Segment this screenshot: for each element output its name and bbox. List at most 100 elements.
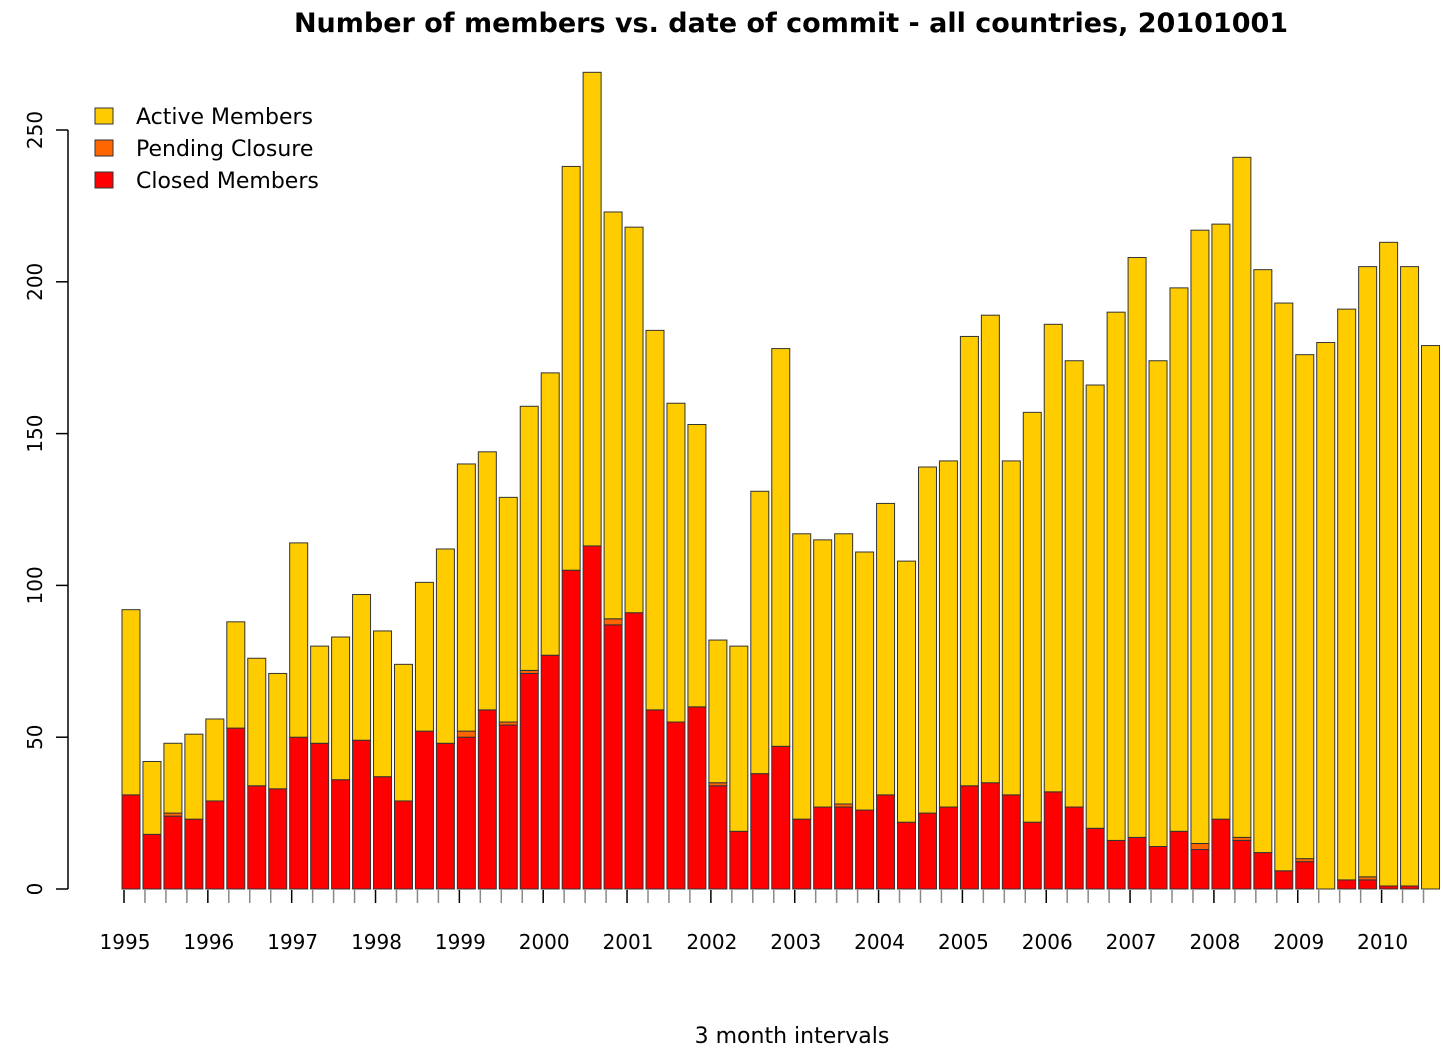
bar-closed-members — [435, 742, 455, 890]
bar-closed-members — [834, 806, 854, 890]
bar-stack — [750, 490, 770, 890]
bar-active-members — [1253, 269, 1273, 854]
bar-active-members — [1085, 384, 1105, 829]
x-tick-label: 2005 — [938, 930, 989, 954]
bar-stack — [1001, 460, 1021, 890]
bar-closed-members — [1022, 821, 1042, 890]
bar-active-members — [289, 542, 309, 738]
bar-active-members — [582, 71, 602, 547]
bar-stack — [666, 402, 686, 890]
y-tick-label: 150 — [23, 415, 47, 453]
bar-active-members — [1316, 342, 1336, 890]
bar-closed-members — [1358, 879, 1378, 890]
bar-closed-members — [393, 800, 413, 890]
bar-stack — [1022, 411, 1042, 890]
legend: Active Members Pending Closure Closed Memb… — [94, 105, 319, 194]
bar-active-members — [519, 405, 539, 671]
bar-closed-members — [1211, 818, 1231, 890]
bar-stack — [184, 733, 204, 890]
bar-active-members — [1106, 311, 1126, 841]
y-tick-label: 0 — [23, 883, 47, 896]
bar-closed-members — [687, 706, 707, 890]
bar-active-members — [373, 630, 393, 778]
x-tick-label: 2008 — [1189, 930, 1240, 954]
bar-closed-members — [184, 818, 204, 890]
bar-stack — [268, 672, 288, 890]
bar-closed-members — [477, 709, 497, 890]
bar-stack — [1127, 257, 1147, 890]
bar-stack — [1316, 342, 1336, 890]
bar-active-members — [1169, 287, 1189, 832]
bar-closed-members — [121, 794, 141, 890]
bar-stack — [959, 335, 979, 890]
bar-closed-members — [456, 736, 476, 890]
bar-active-members — [603, 211, 623, 620]
bar-stack — [624, 226, 644, 890]
x-tick-label: 1996 — [183, 930, 234, 954]
bar-closed-members — [498, 724, 518, 890]
bar-active-members — [959, 335, 979, 787]
y-tick-label: 250 — [23, 111, 47, 149]
bar-stack — [1253, 269, 1273, 890]
bar-stack — [813, 539, 833, 890]
bar-stack — [561, 165, 581, 890]
bar-active-members — [750, 490, 770, 775]
bar-stack — [1274, 302, 1294, 890]
bar-stack — [1379, 241, 1399, 890]
bar-active-members — [792, 533, 812, 820]
bar-stack — [771, 348, 791, 890]
bar-stack — [352, 594, 372, 890]
x-tick-label: 1995 — [100, 930, 151, 954]
bar-active-members — [163, 742, 183, 814]
x-tick-label: 1999 — [435, 930, 486, 954]
bar-active-members — [226, 621, 246, 729]
x-axis: 1995 1996 1997 1998 1999 2000 2001 2002 2003 2004… — [100, 890, 1425, 954]
bar-stack — [917, 466, 937, 890]
bar-stack — [1085, 384, 1105, 890]
bar-stack — [582, 71, 602, 890]
bar-stack — [1190, 229, 1210, 890]
bar-active-members — [1379, 241, 1399, 887]
bar-active-members — [855, 551, 875, 811]
bar-stack — [1064, 360, 1084, 890]
bar-active-members — [1337, 308, 1357, 881]
bar-pending-closure — [1190, 842, 1210, 851]
bar-active-members — [708, 639, 728, 784]
bar-closed-members — [1337, 879, 1357, 890]
bar-active-members — [1274, 302, 1294, 872]
bar-closed-members — [1295, 861, 1315, 890]
bar-active-members — [645, 329, 665, 711]
bar-active-members — [834, 533, 854, 805]
bar-stack — [393, 663, 413, 890]
bar-active-members — [414, 581, 434, 732]
bar-closed-members — [1001, 794, 1021, 890]
legend-label: Closed Members — [136, 169, 319, 194]
bar-closed-members — [1232, 839, 1252, 890]
bar-closed-members — [980, 782, 1000, 890]
bar-stack — [1106, 311, 1126, 890]
bar-stack — [834, 533, 854, 890]
bar-closed-members — [771, 745, 791, 890]
bar-stack — [226, 621, 246, 890]
bar-closed-members — [666, 721, 686, 890]
bar-stack — [1043, 323, 1063, 890]
bar-active-members — [813, 539, 833, 808]
bar-closed-members — [959, 785, 979, 890]
bar-active-members — [561, 165, 581, 571]
bar-active-members — [938, 460, 958, 808]
legend-swatch — [94, 171, 114, 189]
bar-active-members — [435, 548, 455, 744]
bar-closed-members — [813, 806, 833, 890]
x-tick-label: 2007 — [1106, 930, 1157, 954]
bar-active-members — [184, 733, 204, 820]
bar-stack — [435, 548, 455, 890]
bar-active-members — [1400, 266, 1420, 887]
bar-stack — [792, 533, 812, 890]
bar-stack — [1421, 345, 1441, 890]
bar-stack — [708, 639, 728, 890]
x-tick-label: 2009 — [1273, 930, 1324, 954]
bar-stack — [1211, 223, 1231, 890]
bar-stack — [456, 463, 476, 890]
bar-active-members — [666, 402, 686, 723]
